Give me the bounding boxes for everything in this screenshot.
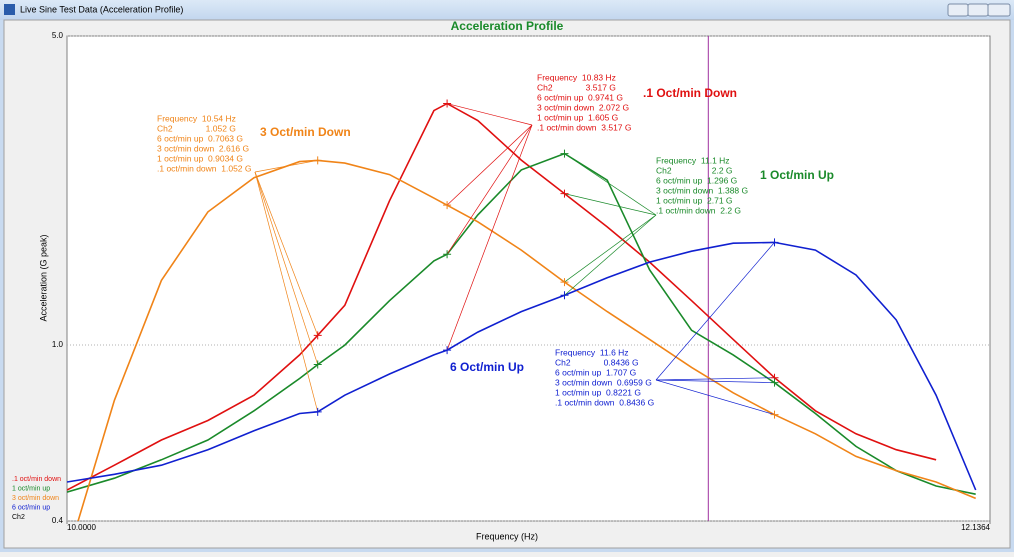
leader-line xyxy=(564,193,657,216)
legend-entry: .1 oct/min down xyxy=(12,476,61,483)
point-marker xyxy=(560,149,569,158)
leader-line xyxy=(447,103,533,126)
series-line xyxy=(77,159,977,521)
annotation-text: .1 oct/min down 3.517 G xyxy=(537,122,632,132)
maximize-button[interactable] xyxy=(967,3,989,17)
leader-line xyxy=(564,214,657,296)
curve-label: 6 Oct/min Up xyxy=(450,360,524,374)
x-tick-label: 12.1364 xyxy=(961,523,990,532)
leader-line xyxy=(655,242,775,381)
legend-entry: 3 oct/min down xyxy=(12,495,59,502)
annotation-text: .1 oct/min down 2.2 G xyxy=(656,205,741,215)
annotation-text: Frequency 10.54 Hz xyxy=(157,113,236,123)
legend-entry: Ch2 xyxy=(12,514,25,521)
point-marker xyxy=(443,201,452,210)
point-marker xyxy=(313,156,322,165)
title-bar xyxy=(0,0,1014,20)
point-marker xyxy=(770,378,779,387)
annotation-text: 1 oct/min up 0.9034 G xyxy=(157,153,243,163)
y-axis-label: Acceleration (G peak) xyxy=(38,234,48,321)
annotation-text: .1 oct/min down 0.8436 G xyxy=(555,397,654,407)
annotation-text: 1 oct/min up 1.605 G xyxy=(537,112,618,122)
annotation-text: Frequency 11.6 Hz xyxy=(555,347,629,357)
annotation-text: 3 oct/min down 0.6959 G xyxy=(555,377,652,387)
annotation-text: 6 oct/min up 0.9741 G xyxy=(537,92,623,102)
point-marker xyxy=(560,189,569,198)
point-marker xyxy=(313,331,322,340)
annotation-text: Ch2 3.517 G xyxy=(537,82,616,92)
point-marker xyxy=(443,250,452,259)
annotation-text: Ch2 0.8436 G xyxy=(555,357,639,367)
leader-line xyxy=(254,171,319,365)
window-title: Live Sine Test Data (Acceleration Profil… xyxy=(20,4,183,14)
x-axis-label: Frequency (Hz) xyxy=(476,531,538,541)
point-marker xyxy=(313,407,322,416)
leader-line xyxy=(655,379,775,384)
leader-line xyxy=(254,160,318,173)
point-marker xyxy=(313,360,322,369)
point-marker xyxy=(560,291,569,300)
annotation-text: .1 oct/min down 1.052 G xyxy=(157,163,252,173)
leader-line xyxy=(254,171,319,336)
annotation-text: Frequency 10.83 Hz xyxy=(537,72,616,82)
point-marker xyxy=(560,278,569,287)
series-line xyxy=(67,241,977,491)
app-icon xyxy=(4,4,15,15)
annotation-text: 3 oct/min down 2.072 G xyxy=(537,102,629,112)
annotation-text: Frequency 11.1 Hz xyxy=(656,155,730,165)
curve-label: 3 Oct/min Down xyxy=(260,125,351,139)
annotation-text: 6 oct/min up 1.296 G xyxy=(656,175,737,185)
curve-label: .1 Oct/min Down xyxy=(643,86,737,100)
leader-line xyxy=(564,214,657,283)
legend-entry: 6 oct/min up xyxy=(12,504,50,511)
point-marker xyxy=(770,238,779,247)
annotation-text: 1 oct/min up 2.71 G xyxy=(656,195,733,205)
point-marker xyxy=(443,346,452,355)
leader-line xyxy=(655,379,775,416)
leader-line xyxy=(564,153,657,216)
curve-label: 1 Oct/min Up xyxy=(760,168,834,182)
minimize-button[interactable] xyxy=(947,3,969,17)
annotation-text: 6 oct/min up 0.7063 G xyxy=(157,133,243,143)
plot-area xyxy=(66,35,991,522)
leader-line xyxy=(655,377,775,381)
y-tick-label: 5.0 xyxy=(52,31,64,40)
leader-line xyxy=(446,124,533,206)
annotation-text: 3 oct/min down 2.616 G xyxy=(157,143,249,153)
x-tick-label: 10.0000 xyxy=(67,523,96,532)
close-button[interactable] xyxy=(987,3,1011,17)
y-tick-label: 1.0 xyxy=(52,340,64,349)
annotation-text: 3 oct/min down 1.388 G xyxy=(656,185,748,195)
chart-title: Acceleration Profile xyxy=(451,19,564,33)
annotation-text: Ch2 1.052 G xyxy=(157,123,236,133)
point-marker xyxy=(770,410,779,419)
y-tick-label: 0.4 xyxy=(52,516,64,525)
legend-entry: 1 oct/min up xyxy=(12,485,50,492)
annotation-text: Ch2 2.2 G xyxy=(656,165,733,175)
annotation-text: 6 oct/min up 1.707 G xyxy=(555,367,636,377)
leader-line xyxy=(446,124,533,255)
series-line xyxy=(67,102,937,491)
leader-line xyxy=(254,171,319,412)
leader-line xyxy=(446,124,533,351)
series-line xyxy=(67,152,976,495)
plot-layer xyxy=(67,36,977,521)
annotation-text: 1 oct/min up 0.8221 G xyxy=(555,387,641,397)
point-marker xyxy=(443,99,452,108)
